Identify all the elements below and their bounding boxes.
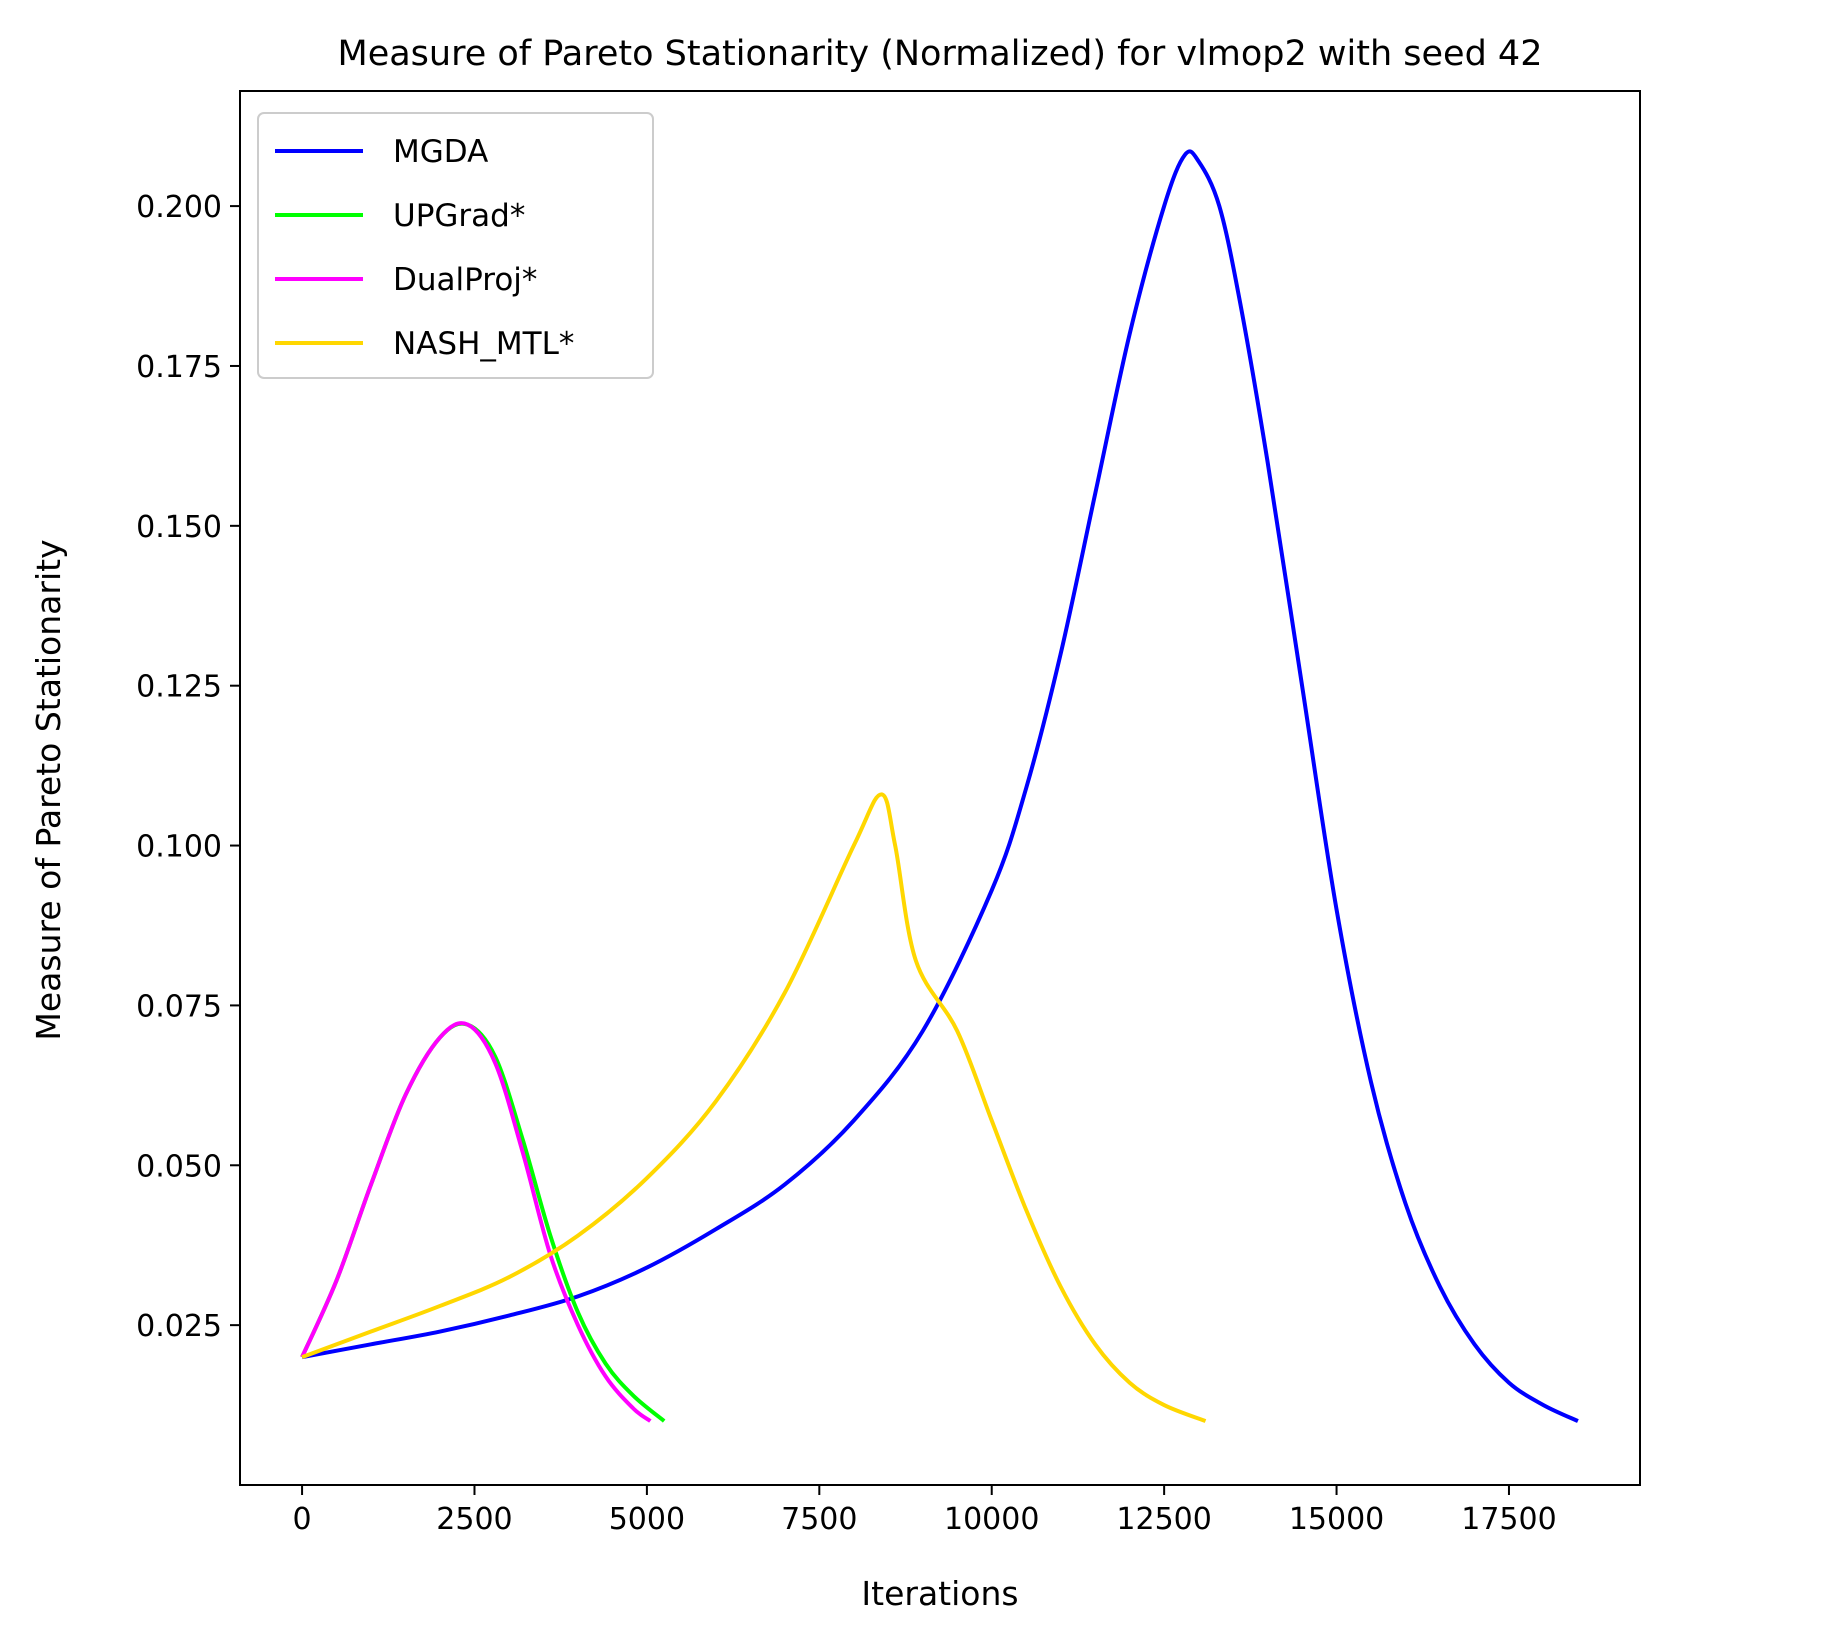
y-tick-label: 0.025 [136,1309,222,1344]
y-tick-label: 0.175 [136,350,222,385]
x-tick-label: 2500 [436,1502,512,1537]
x-tick-label: 0 [293,1502,312,1537]
legend-label: UPGrad* [393,198,525,234]
y-tick-label: 0.150 [136,510,222,545]
y-axis-label: Measure of Pareto Stationarity [29,539,68,1040]
series-group [300,149,1579,1423]
y-tick-label: 0.200 [136,190,222,225]
x-tick-label: 12500 [1116,1502,1211,1537]
legend-label: DualProj* [393,262,537,298]
plot-area [239,90,1641,1486]
y-axis: 0.025 0.050 0.075 0.100 0.125 0.150 0.175 0.200 [136,190,240,1344]
legend-label: MGDA [393,134,488,170]
legend-label: NASH_MTL* [393,326,574,362]
y-tick-label: 0.050 [136,1149,222,1184]
x-tick-label: 5000 [609,1502,685,1537]
x-axis: 0 2500 5000 7500 10000 12500 15000 17500 [293,1485,1557,1537]
x-tick-label: 17500 [1461,1502,1556,1537]
x-tick-label: 15000 [1289,1502,1384,1537]
y-tick-label: 0.125 [136,670,222,705]
chart-title: Measure of Pareto Stationarity (Normaliz… [338,34,1543,74]
series-line-nash-mtl [301,792,1207,1423]
series-line-dualproj [300,1021,652,1423]
x-tick-label: 7500 [781,1502,857,1537]
y-tick-label: 0.100 [136,830,222,865]
x-tick-label: 10000 [944,1502,1039,1537]
y-tick-label: 0.075 [136,989,222,1024]
legend-box [257,112,654,379]
series-line-mgda [301,149,1579,1423]
legend: MGDA UPGrad* DualProj* NASH_MTL* [257,112,654,379]
x-axis-label: Iterations [861,1574,1018,1613]
